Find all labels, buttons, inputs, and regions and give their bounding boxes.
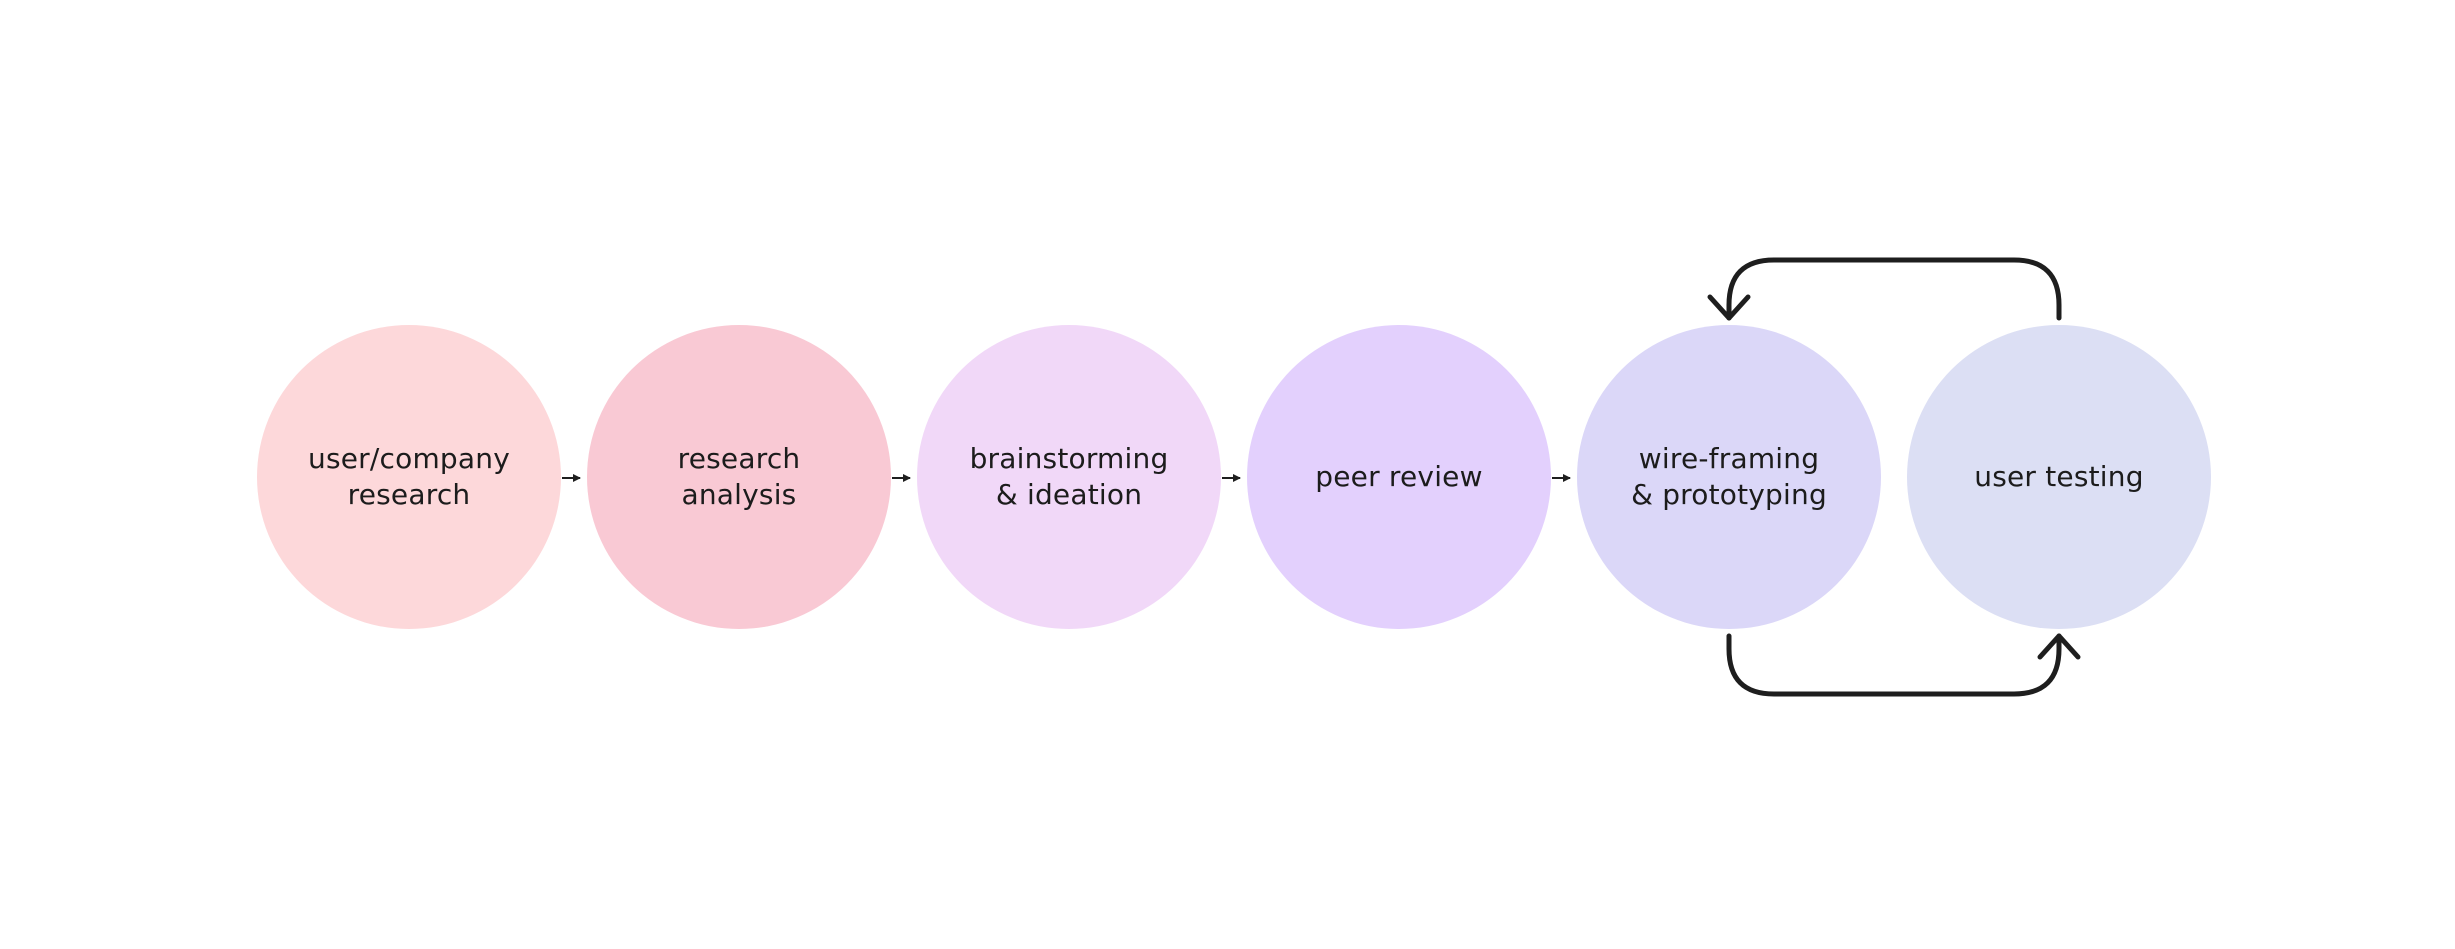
loop-arrowhead-bottom [2037, 633, 2081, 660]
step-label: wire-framing & prototyping [1631, 442, 1827, 511]
loop-arrowhead-top [1707, 294, 1751, 321]
loop-arrow-prototyping-to-testing [1726, 633, 2062, 697]
loop-arrow-testing-to-prototyping [1726, 257, 2062, 321]
step-research-analysis: research analysis [587, 325, 891, 629]
step-label: research analysis [677, 442, 801, 511]
step-user-testing: user testing [1907, 325, 2211, 629]
step-wire-framing-prototyping: wire-framing & prototyping [1577, 325, 1881, 629]
step-label: brainstorming & ideation [969, 442, 1169, 511]
step-label: user/company research [308, 442, 510, 511]
step-peer-review: peer review [1247, 325, 1551, 629]
step-user-company-research: user/company research [257, 325, 561, 629]
step-brainstorming-ideation: brainstorming & ideation [917, 325, 1221, 629]
step-label: user testing [1974, 460, 2144, 493]
step-label: peer review [1315, 460, 1483, 493]
